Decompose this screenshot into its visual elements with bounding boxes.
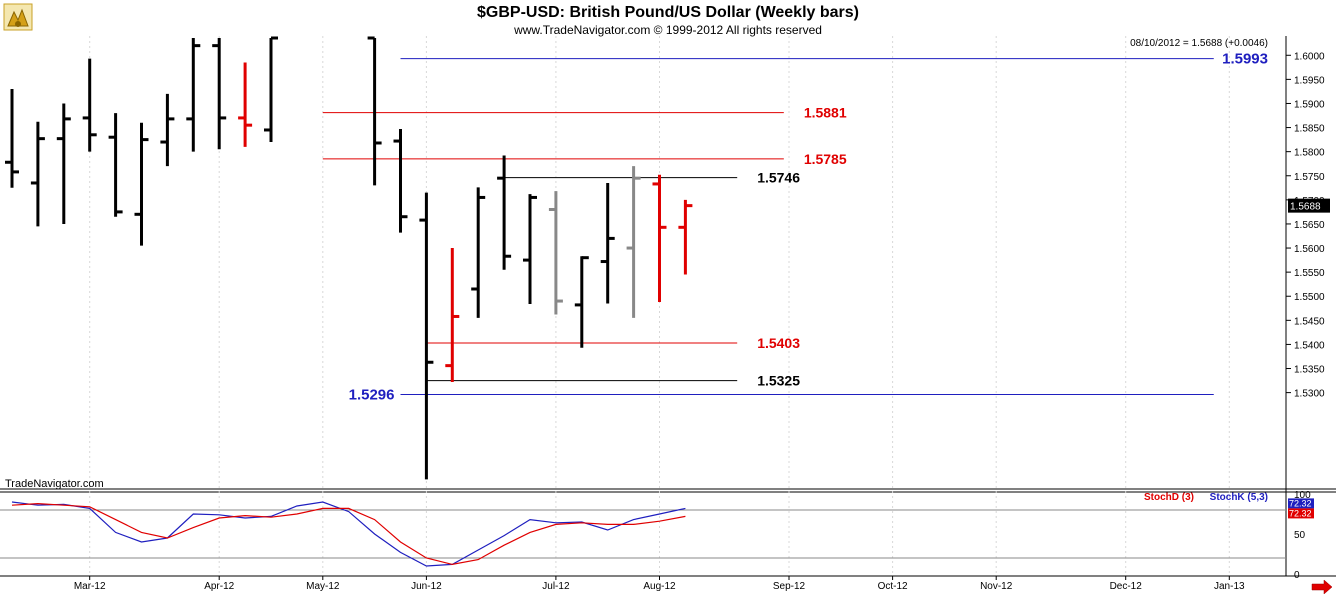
- y-tick-label: 1.5850: [1294, 124, 1325, 135]
- x-tick-label: Nov-12: [980, 581, 1013, 592]
- stochd-value-tag: [1288, 508, 1314, 519]
- stochk-value-tag: [1288, 498, 1314, 509]
- y-tick-label: 1.5350: [1294, 365, 1325, 376]
- level-label: 1.5296: [349, 387, 395, 404]
- ohlc-bar: [367, 36, 382, 186]
- stochk-value-label: 72.32: [1289, 498, 1312, 508]
- stochd-line: [11, 502, 686, 566]
- ohlc-bar: [56, 103, 71, 224]
- y-tick-label: 1.5550: [1294, 268, 1325, 279]
- x-tick-label: Sep-12: [773, 581, 806, 592]
- ohlc-bar: [600, 182, 615, 304]
- ohlc-bar: [5, 89, 19, 188]
- price-bars: [5, 36, 693, 480]
- ohlc-bar: [574, 256, 589, 348]
- last-price-tag: [1288, 198, 1330, 213]
- y-tick-label: 1.5400: [1294, 340, 1325, 351]
- ohlc-bar: [548, 191, 563, 315]
- ohlc-bar: [626, 166, 641, 318]
- x-tick-label: Jun-12: [411, 581, 442, 592]
- ohlc-bar: [30, 121, 45, 227]
- ohlc-bar: [471, 187, 486, 318]
- level-label: 1.5785: [804, 151, 847, 167]
- right-arrow-icon[interactable]: [1311, 579, 1333, 594]
- level-label: 1.5746: [757, 170, 800, 186]
- ohlc-bar: [108, 113, 123, 217]
- legend-stochk: StochK (5,3): [1210, 492, 1268, 503]
- y-tick-label: 1.5600: [1294, 244, 1325, 255]
- y-tick-label: 1.5750: [1294, 172, 1325, 183]
- ohlc-bar: [652, 174, 667, 303]
- copyright-text: www.TradeNavigator.com © 1999-2012 All r…: [513, 23, 822, 37]
- stoch-y-tick-label: 50: [1294, 530, 1306, 541]
- axes: Mar-12 Apr-12 May-12 Jun-12 Jul-12 Aug-12 Sep-…: [74, 51, 1330, 592]
- ohlc-bar: [238, 62, 253, 147]
- x-tick-label: Jul-12: [542, 581, 570, 592]
- legend-stochd: StochD (3): [1144, 492, 1194, 503]
- ohlc-bar: [82, 58, 97, 152]
- trade-navigator-logo-icon[interactable]: [3, 3, 33, 31]
- level-label: 1.5403: [757, 335, 800, 351]
- ohlc-bar: [186, 38, 201, 152]
- stoch-y-tick-label: 0: [1294, 570, 1300, 581]
- y-tick-label: 1.5800: [1294, 148, 1325, 159]
- x-tick-label: May-12: [306, 581, 340, 592]
- y-tick-label: 1.5450: [1294, 316, 1325, 327]
- stochd-value-label: 72.32: [1289, 508, 1312, 518]
- level-label: 1.5325: [757, 373, 800, 389]
- ohlc-bar: [393, 129, 408, 233]
- ohlc-bar: [497, 155, 512, 270]
- ohlc-bar: [523, 194, 537, 304]
- price-readout: 08/10/2012 = 1.5688 (+0.0046): [1130, 38, 1268, 49]
- level-label: 1.5993: [1222, 51, 1268, 68]
- y-tick-label: 1.6000: [1294, 51, 1325, 62]
- ohlc-bar: [678, 199, 693, 275]
- ohlc-bar: [160, 93, 175, 167]
- y-tick-label: 1.5300: [1294, 389, 1325, 400]
- y-tick-label: 1.5650: [1294, 220, 1325, 231]
- watermark: TradeNavigator.com: [5, 478, 104, 490]
- y-tick-label: 1.5900: [1294, 99, 1325, 110]
- x-tick-label: Mar-12: [74, 581, 106, 592]
- stoch-y-tick-label: 100: [1294, 490, 1311, 501]
- ohlc-bar: [134, 122, 149, 246]
- ohlc-bar: [264, 36, 278, 143]
- x-tick-label: Jan-13: [1214, 581, 1245, 592]
- ohlc-bar: [419, 192, 434, 480]
- y-tick-label: 1.5950: [1294, 75, 1325, 86]
- x-tick-label: Aug-12: [643, 581, 676, 592]
- x-tick-label: Dec-12: [1110, 581, 1143, 592]
- stochk-line: [11, 501, 686, 567]
- ohlc-bar: [445, 248, 460, 383]
- ohlc-bar: [212, 38, 227, 150]
- last-price-label: 1.5688: [1290, 202, 1321, 213]
- level-label: 1.5881: [804, 105, 847, 121]
- plot-frame: [0, 36, 1286, 576]
- x-tick-label: Oct-12: [878, 581, 908, 592]
- y-tick-label: 1.5500: [1294, 292, 1325, 303]
- x-tick-label: Apr-12: [204, 581, 234, 592]
- chart-title: $GBP-USD: British Pound/US Dollar (Weekl…: [477, 4, 859, 21]
